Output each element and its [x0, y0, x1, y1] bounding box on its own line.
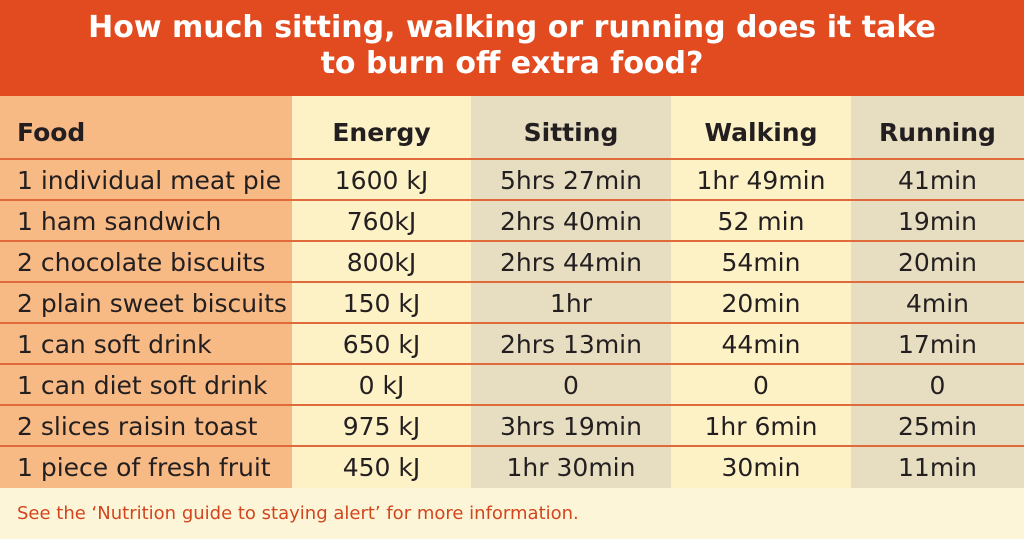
energy-cell: 800kJ — [292, 242, 471, 283]
row-divider — [0, 363, 1024, 365]
food-cell: 1 piece of fresh fruit — [0, 447, 292, 488]
table-row: 2 slices raisin toast 975 kJ 3hrs 19min … — [0, 406, 1024, 447]
running-cell: 4min — [851, 283, 1024, 324]
row-divider — [0, 199, 1024, 201]
running-cell: 11min — [851, 447, 1024, 488]
sitting-cell: 0 — [471, 365, 671, 406]
walking-cell: 0 — [671, 365, 851, 406]
row-divider — [0, 322, 1024, 324]
food-cell: 1 can diet soft drink — [0, 365, 292, 406]
running-cell: 19min — [851, 201, 1024, 242]
table-row: 2 chocolate biscuits 800kJ 2hrs 44min 54… — [0, 242, 1024, 283]
row-divider — [0, 158, 1024, 160]
header-running: Running — [851, 96, 1024, 160]
walking-cell: 1hr 6min — [671, 406, 851, 447]
walking-cell: 44min — [671, 324, 851, 365]
energy-cell: 975 kJ — [292, 406, 471, 447]
footer-note-text: See the ‘Nutrition guide to staying aler… — [17, 503, 579, 524]
row-divider — [0, 240, 1024, 242]
walking-cell: 20min — [671, 283, 851, 324]
running-cell: 20min — [851, 242, 1024, 283]
walking-cell: 30min — [671, 447, 851, 488]
energy-cell: 760kJ — [292, 201, 471, 242]
food-cell: 1 ham sandwich — [0, 201, 292, 242]
energy-cell: 150 kJ — [292, 283, 471, 324]
header-walking: Walking — [671, 96, 851, 160]
sitting-cell: 5hrs 27min — [471, 160, 671, 201]
table-row: 2 plain sweet biscuits 150 kJ 1hr 20min … — [0, 283, 1024, 324]
sitting-cell: 2hrs 13min — [471, 324, 671, 365]
table-row: 1 piece of fresh fruit 450 kJ 1hr 30min … — [0, 447, 1024, 488]
sitting-cell: 3hrs 19min — [471, 406, 671, 447]
title-line-1: How much sitting, walking or running doe… — [88, 10, 936, 45]
title-banner: How much sitting, walking or running doe… — [0, 0, 1024, 96]
walking-cell: 54min — [671, 242, 851, 283]
food-cell: 2 chocolate biscuits — [0, 242, 292, 283]
table-row: 1 ham sandwich 760kJ 2hrs 40min 52 min 1… — [0, 201, 1024, 242]
sitting-cell: 2hrs 44min — [471, 242, 671, 283]
energy-cell: 450 kJ — [292, 447, 471, 488]
row-divider — [0, 445, 1024, 447]
table-header-row: Food Energy Sitting Walking Running — [0, 96, 1024, 160]
header-food: Food — [0, 96, 292, 160]
table-row: 1 can diet soft drink 0 kJ 0 0 0 — [0, 365, 1024, 406]
sitting-cell: 1hr — [471, 283, 671, 324]
sitting-cell: 1hr 30min — [471, 447, 671, 488]
food-cell: 1 individual meat pie — [0, 160, 292, 201]
energy-cell: 1600 kJ — [292, 160, 471, 201]
table-row: 1 can soft drink 650 kJ 2hrs 13min 44min… — [0, 324, 1024, 365]
header-energy: Energy — [292, 96, 471, 160]
header-sitting: Sitting — [471, 96, 671, 160]
calorie-burn-table: Food Energy Sitting Walking Running 1 in… — [0, 96, 1024, 488]
running-cell: 0 — [851, 365, 1024, 406]
title-line-2: to burn off extra food? — [320, 46, 704, 81]
food-cell: 2 slices raisin toast — [0, 406, 292, 447]
running-cell: 17min — [851, 324, 1024, 365]
energy-cell: 0 kJ — [292, 365, 471, 406]
table-row: 1 individual meat pie 1600 kJ 5hrs 27min… — [0, 160, 1024, 201]
row-divider — [0, 281, 1024, 283]
energy-cell: 650 kJ — [292, 324, 471, 365]
sitting-cell: 2hrs 40min — [471, 201, 671, 242]
running-cell: 25min — [851, 406, 1024, 447]
food-cell: 2 plain sweet biscuits — [0, 283, 292, 324]
walking-cell: 52 min — [671, 201, 851, 242]
running-cell: 41min — [851, 160, 1024, 201]
row-divider — [0, 404, 1024, 406]
food-cell: 1 can soft drink — [0, 324, 292, 365]
walking-cell: 1hr 49min — [671, 160, 851, 201]
footer-note: See the ‘Nutrition guide to staying aler… — [0, 489, 1024, 539]
